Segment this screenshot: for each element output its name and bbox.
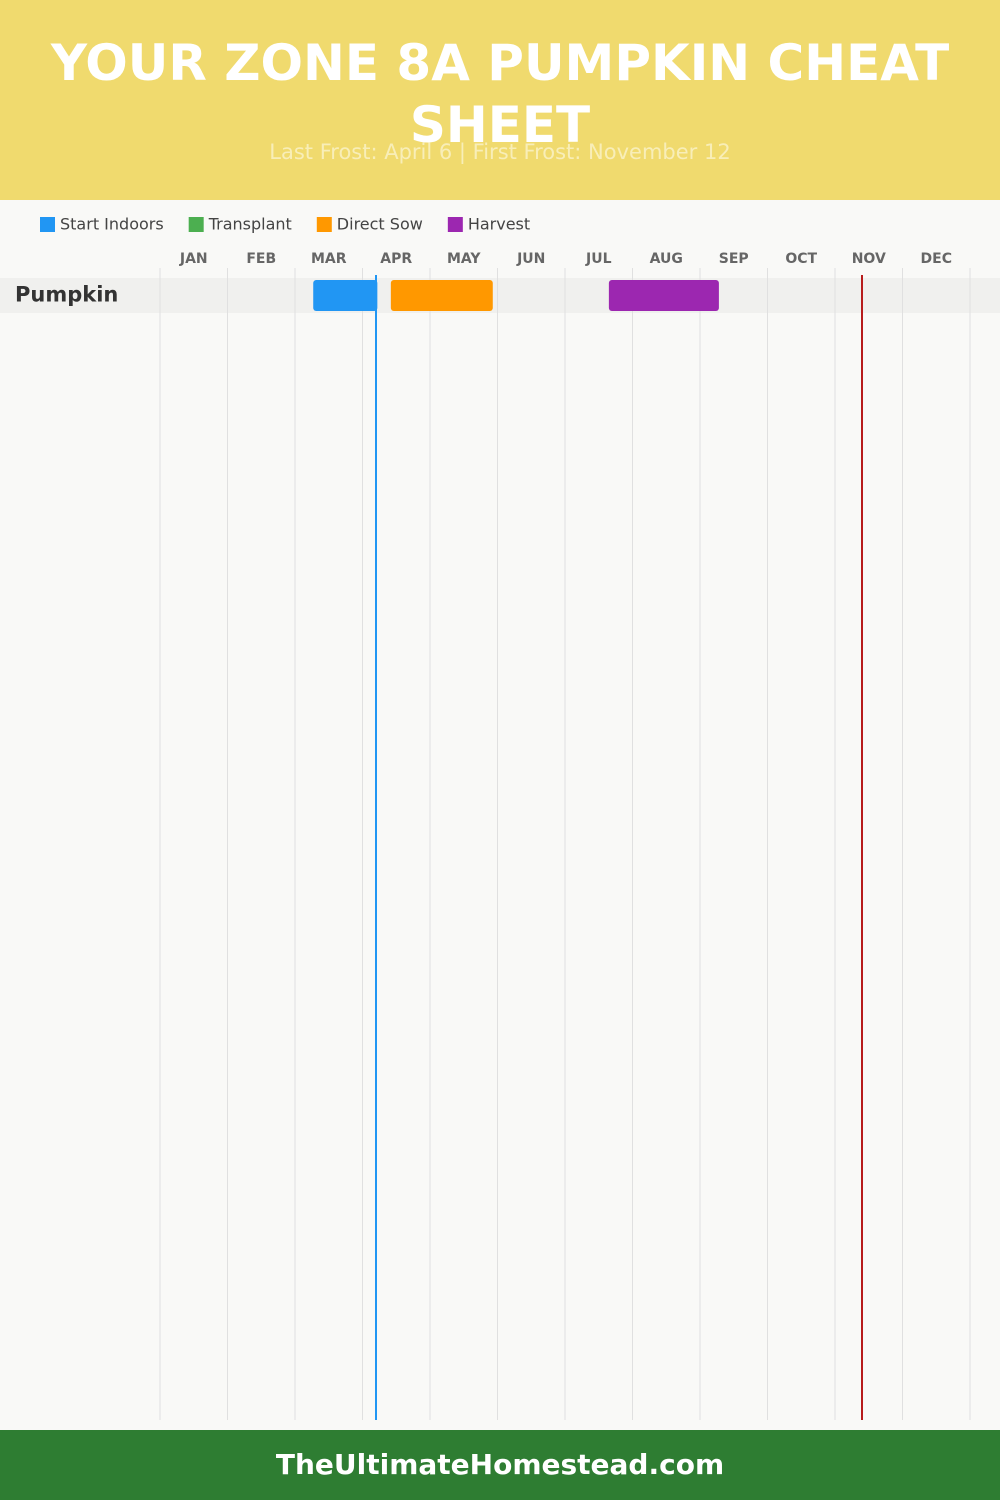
row-band bbox=[0, 278, 1000, 313]
legend-swatch bbox=[40, 217, 55, 232]
month-label: AUG bbox=[650, 251, 683, 267]
month-label: MAR bbox=[311, 251, 347, 267]
subtitle: Last Frost: April 6 | First Frost: Novem… bbox=[269, 140, 731, 164]
legend-label: Harvest bbox=[468, 215, 530, 234]
title: YOUR ZONE 8A PUMPKIN CHEAT SHEET bbox=[50, 34, 950, 154]
month-label: JUL bbox=[585, 251, 612, 267]
footer: TheUltimateHomestead.com bbox=[0, 1430, 1000, 1500]
task-bar bbox=[608, 280, 719, 311]
month-label: FEB bbox=[246, 251, 276, 267]
legend-label: Start Indoors bbox=[60, 215, 164, 234]
legend-label: Transplant bbox=[208, 215, 292, 234]
chart: Start Indoors Transplant Direct Sow Harvest… bbox=[0, 215, 1000, 1420]
legend-label: Direct Sow bbox=[337, 215, 423, 234]
legend-swatch bbox=[188, 217, 204, 232]
month-label: NOV bbox=[852, 251, 886, 267]
legend-swatch bbox=[316, 217, 332, 232]
month-label: DEC bbox=[921, 251, 952, 267]
month-label: OCT bbox=[785, 251, 817, 267]
month-label: MAY bbox=[447, 251, 481, 267]
header: YOUR ZONE 8A PUMPKIN CHEAT SHEET Last Fr… bbox=[0, 0, 1000, 200]
task-bar bbox=[390, 280, 493, 311]
legend-swatch bbox=[447, 217, 463, 232]
task-bar bbox=[313, 280, 378, 311]
month-label: APR bbox=[380, 251, 412, 267]
month-label: JAN bbox=[179, 251, 208, 267]
row-label: Pumpkin bbox=[15, 283, 118, 307]
month-label: SEP bbox=[719, 251, 749, 267]
month-label: JUN bbox=[516, 251, 545, 267]
